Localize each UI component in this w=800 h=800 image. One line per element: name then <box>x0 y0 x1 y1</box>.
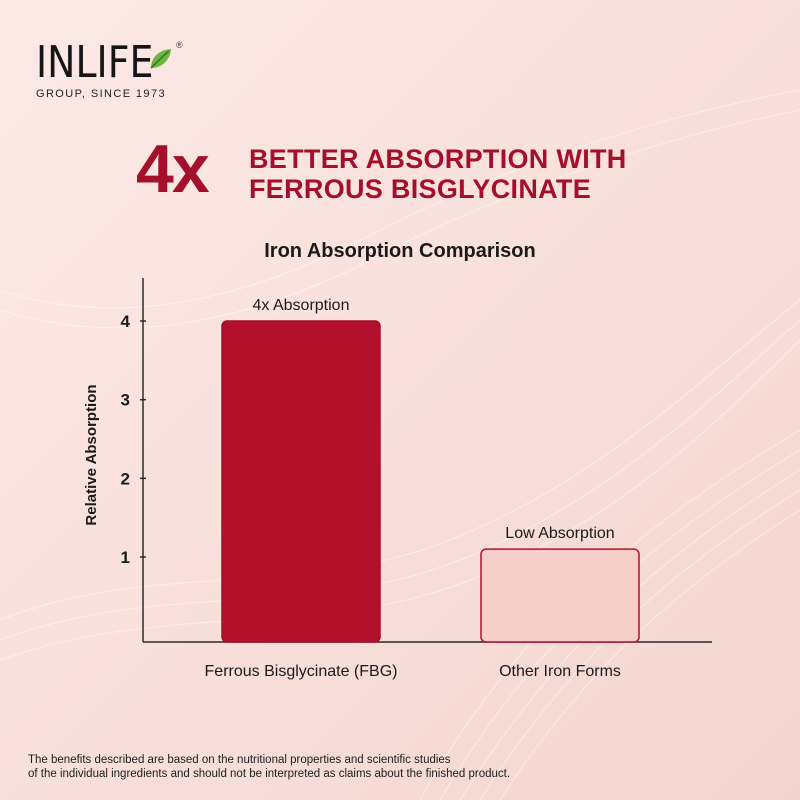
y-tick-label: 1 <box>121 548 130 567</box>
registered-mark: ® <box>176 40 183 50</box>
bar-value-label: 4x Absorption <box>253 297 350 314</box>
bar-1 <box>221 320 381 643</box>
y-tick-label: 4 <box>121 312 131 331</box>
disclaimer-line-1: The benefits described are based on the … <box>28 754 451 766</box>
brand-name: INLIFE <box>36 37 154 88</box>
headline-multiplier: 4x <box>136 131 210 207</box>
x-category-label: Ferrous Bisglycinate (FBG) <box>205 663 398 680</box>
brand-logo: INLIFE ® GROUP, SINCE 1973 <box>36 37 183 101</box>
brand-tagline: GROUP, SINCE 1973 <box>36 88 166 100</box>
disclaimer: The benefits described are based on the … <box>28 753 510 781</box>
y-axis-label: Relative Absorption <box>83 384 100 525</box>
disclaimer-line-2: of the individual ingredients and should… <box>28 768 511 780</box>
y-tick-label: 2 <box>121 469 130 488</box>
y-tick-label: 3 <box>121 391 130 410</box>
leaf-icon <box>150 49 171 69</box>
bar-value-label: Low Absorption <box>505 525 614 542</box>
x-category-label: Other Iron Forms <box>499 663 621 680</box>
chart-title: Iron Absorption Comparison <box>264 240 536 262</box>
bar-2 <box>480 548 640 643</box>
headline-line-2: FERROUS BISGLYCINATE <box>249 174 592 204</box>
headline-line-1: BETTER ABSORPTION WITH <box>249 144 627 174</box>
